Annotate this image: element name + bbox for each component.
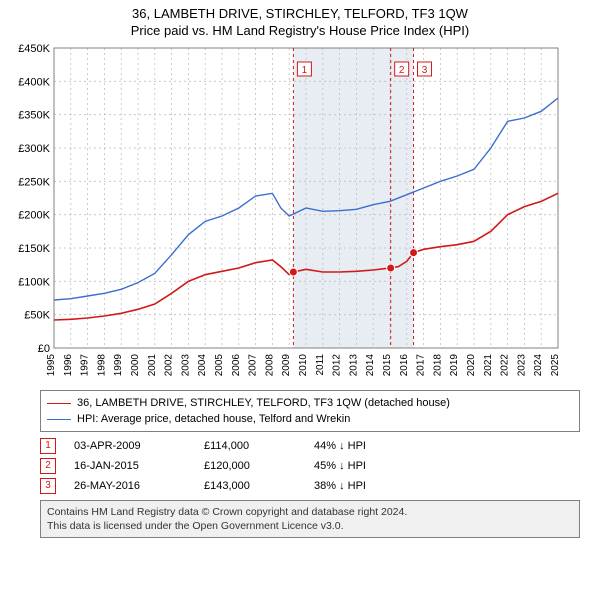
svg-text:£350K: £350K bbox=[18, 110, 50, 122]
legend-swatch bbox=[47, 419, 71, 420]
svg-text:2019: 2019 bbox=[449, 354, 460, 377]
svg-text:2018: 2018 bbox=[432, 354, 443, 377]
svg-text:2021: 2021 bbox=[483, 354, 494, 377]
svg-text:2015: 2015 bbox=[382, 354, 393, 377]
svg-text:2008: 2008 bbox=[264, 354, 275, 377]
svg-text:2004: 2004 bbox=[197, 354, 208, 377]
svg-text:2006: 2006 bbox=[231, 354, 242, 377]
svg-text:2010: 2010 bbox=[298, 354, 309, 377]
event-row: 2 16-JAN-2015 £120,000 45% ↓ HPI bbox=[40, 456, 580, 476]
legend: 36, LAMBETH DRIVE, STIRCHLEY, TELFORD, T… bbox=[40, 390, 580, 432]
legend-swatch bbox=[47, 403, 71, 404]
event-diff: 38% ↓ HPI bbox=[314, 476, 366, 496]
footer: Contains HM Land Registry data © Crown c… bbox=[40, 500, 580, 538]
svg-text:£200K: £200K bbox=[18, 210, 50, 222]
svg-text:1996: 1996 bbox=[63, 354, 74, 377]
event-row: 3 26-MAY-2016 £143,000 38% ↓ HPI bbox=[40, 476, 580, 496]
event-marker-icon: 1 bbox=[40, 438, 56, 454]
svg-text:£0: £0 bbox=[38, 343, 50, 355]
svg-text:2000: 2000 bbox=[130, 354, 141, 377]
svg-text:£150K: £150K bbox=[18, 243, 50, 255]
event-marker-icon: 3 bbox=[40, 478, 56, 494]
event-diff: 44% ↓ HPI bbox=[314, 436, 366, 456]
footer-line: This data is licensed under the Open Gov… bbox=[47, 519, 573, 533]
svg-text:2003: 2003 bbox=[180, 354, 191, 377]
event-price: £120,000 bbox=[204, 456, 314, 476]
svg-text:1999: 1999 bbox=[113, 354, 124, 377]
svg-text:£250K: £250K bbox=[18, 176, 50, 188]
svg-text:2013: 2013 bbox=[348, 354, 359, 377]
event-date: 26-MAY-2016 bbox=[74, 476, 204, 496]
price-chart: £0 £50K £100K £150K £200K £250K £300K £350K £400… bbox=[10, 42, 570, 382]
svg-text:2016: 2016 bbox=[399, 354, 410, 377]
svg-text:2002: 2002 bbox=[164, 354, 175, 377]
svg-text:£100K: £100K bbox=[18, 276, 50, 288]
event-marker-icon: 2 bbox=[40, 458, 56, 474]
svg-text:1: 1 bbox=[302, 65, 308, 76]
event-price: £114,000 bbox=[204, 436, 314, 456]
svg-text:2020: 2020 bbox=[466, 354, 477, 377]
svg-text:2: 2 bbox=[399, 65, 405, 76]
svg-text:£50K: £50K bbox=[24, 310, 50, 322]
svg-text:2024: 2024 bbox=[533, 354, 544, 377]
svg-text:2001: 2001 bbox=[147, 354, 158, 377]
svg-text:2011: 2011 bbox=[315, 354, 326, 376]
event-row: 1 03-APR-2009 £114,000 44% ↓ HPI bbox=[40, 436, 580, 456]
svg-text:1997: 1997 bbox=[80, 354, 91, 377]
svg-text:2014: 2014 bbox=[365, 354, 376, 377]
svg-text:3: 3 bbox=[422, 65, 428, 76]
page-title: 36, LAMBETH DRIVE, STIRCHLEY, TELFORD, T… bbox=[0, 6, 600, 21]
svg-text:2022: 2022 bbox=[500, 354, 511, 377]
event-price: £143,000 bbox=[204, 476, 314, 496]
event-table: 1 03-APR-2009 £114,000 44% ↓ HPI 2 16-JA… bbox=[40, 436, 580, 496]
legend-label: 36, LAMBETH DRIVE, STIRCHLEY, TELFORD, T… bbox=[77, 395, 450, 411]
event-date: 03-APR-2009 bbox=[74, 436, 204, 456]
legend-row: 36, LAMBETH DRIVE, STIRCHLEY, TELFORD, T… bbox=[47, 395, 573, 411]
svg-text:2023: 2023 bbox=[516, 354, 527, 377]
svg-text:2005: 2005 bbox=[214, 354, 225, 377]
svg-text:£300K: £300K bbox=[18, 143, 50, 155]
svg-text:£400K: £400K bbox=[18, 76, 50, 88]
page-subtitle: Price paid vs. HM Land Registry's House … bbox=[0, 23, 600, 38]
svg-text:2012: 2012 bbox=[332, 354, 343, 377]
legend-row: HPI: Average price, detached house, Telf… bbox=[47, 411, 573, 427]
svg-text:2007: 2007 bbox=[248, 354, 259, 377]
svg-text:1998: 1998 bbox=[96, 354, 107, 377]
svg-text:£450K: £450K bbox=[18, 43, 50, 55]
svg-text:2017: 2017 bbox=[416, 354, 427, 377]
svg-text:2025: 2025 bbox=[550, 354, 561, 377]
footer-line: Contains HM Land Registry data © Crown c… bbox=[47, 505, 573, 519]
svg-text:1995: 1995 bbox=[46, 354, 57, 377]
legend-label: HPI: Average price, detached house, Telf… bbox=[77, 411, 350, 427]
event-diff: 45% ↓ HPI bbox=[314, 456, 366, 476]
svg-text:2009: 2009 bbox=[281, 354, 292, 377]
event-date: 16-JAN-2015 bbox=[74, 456, 204, 476]
